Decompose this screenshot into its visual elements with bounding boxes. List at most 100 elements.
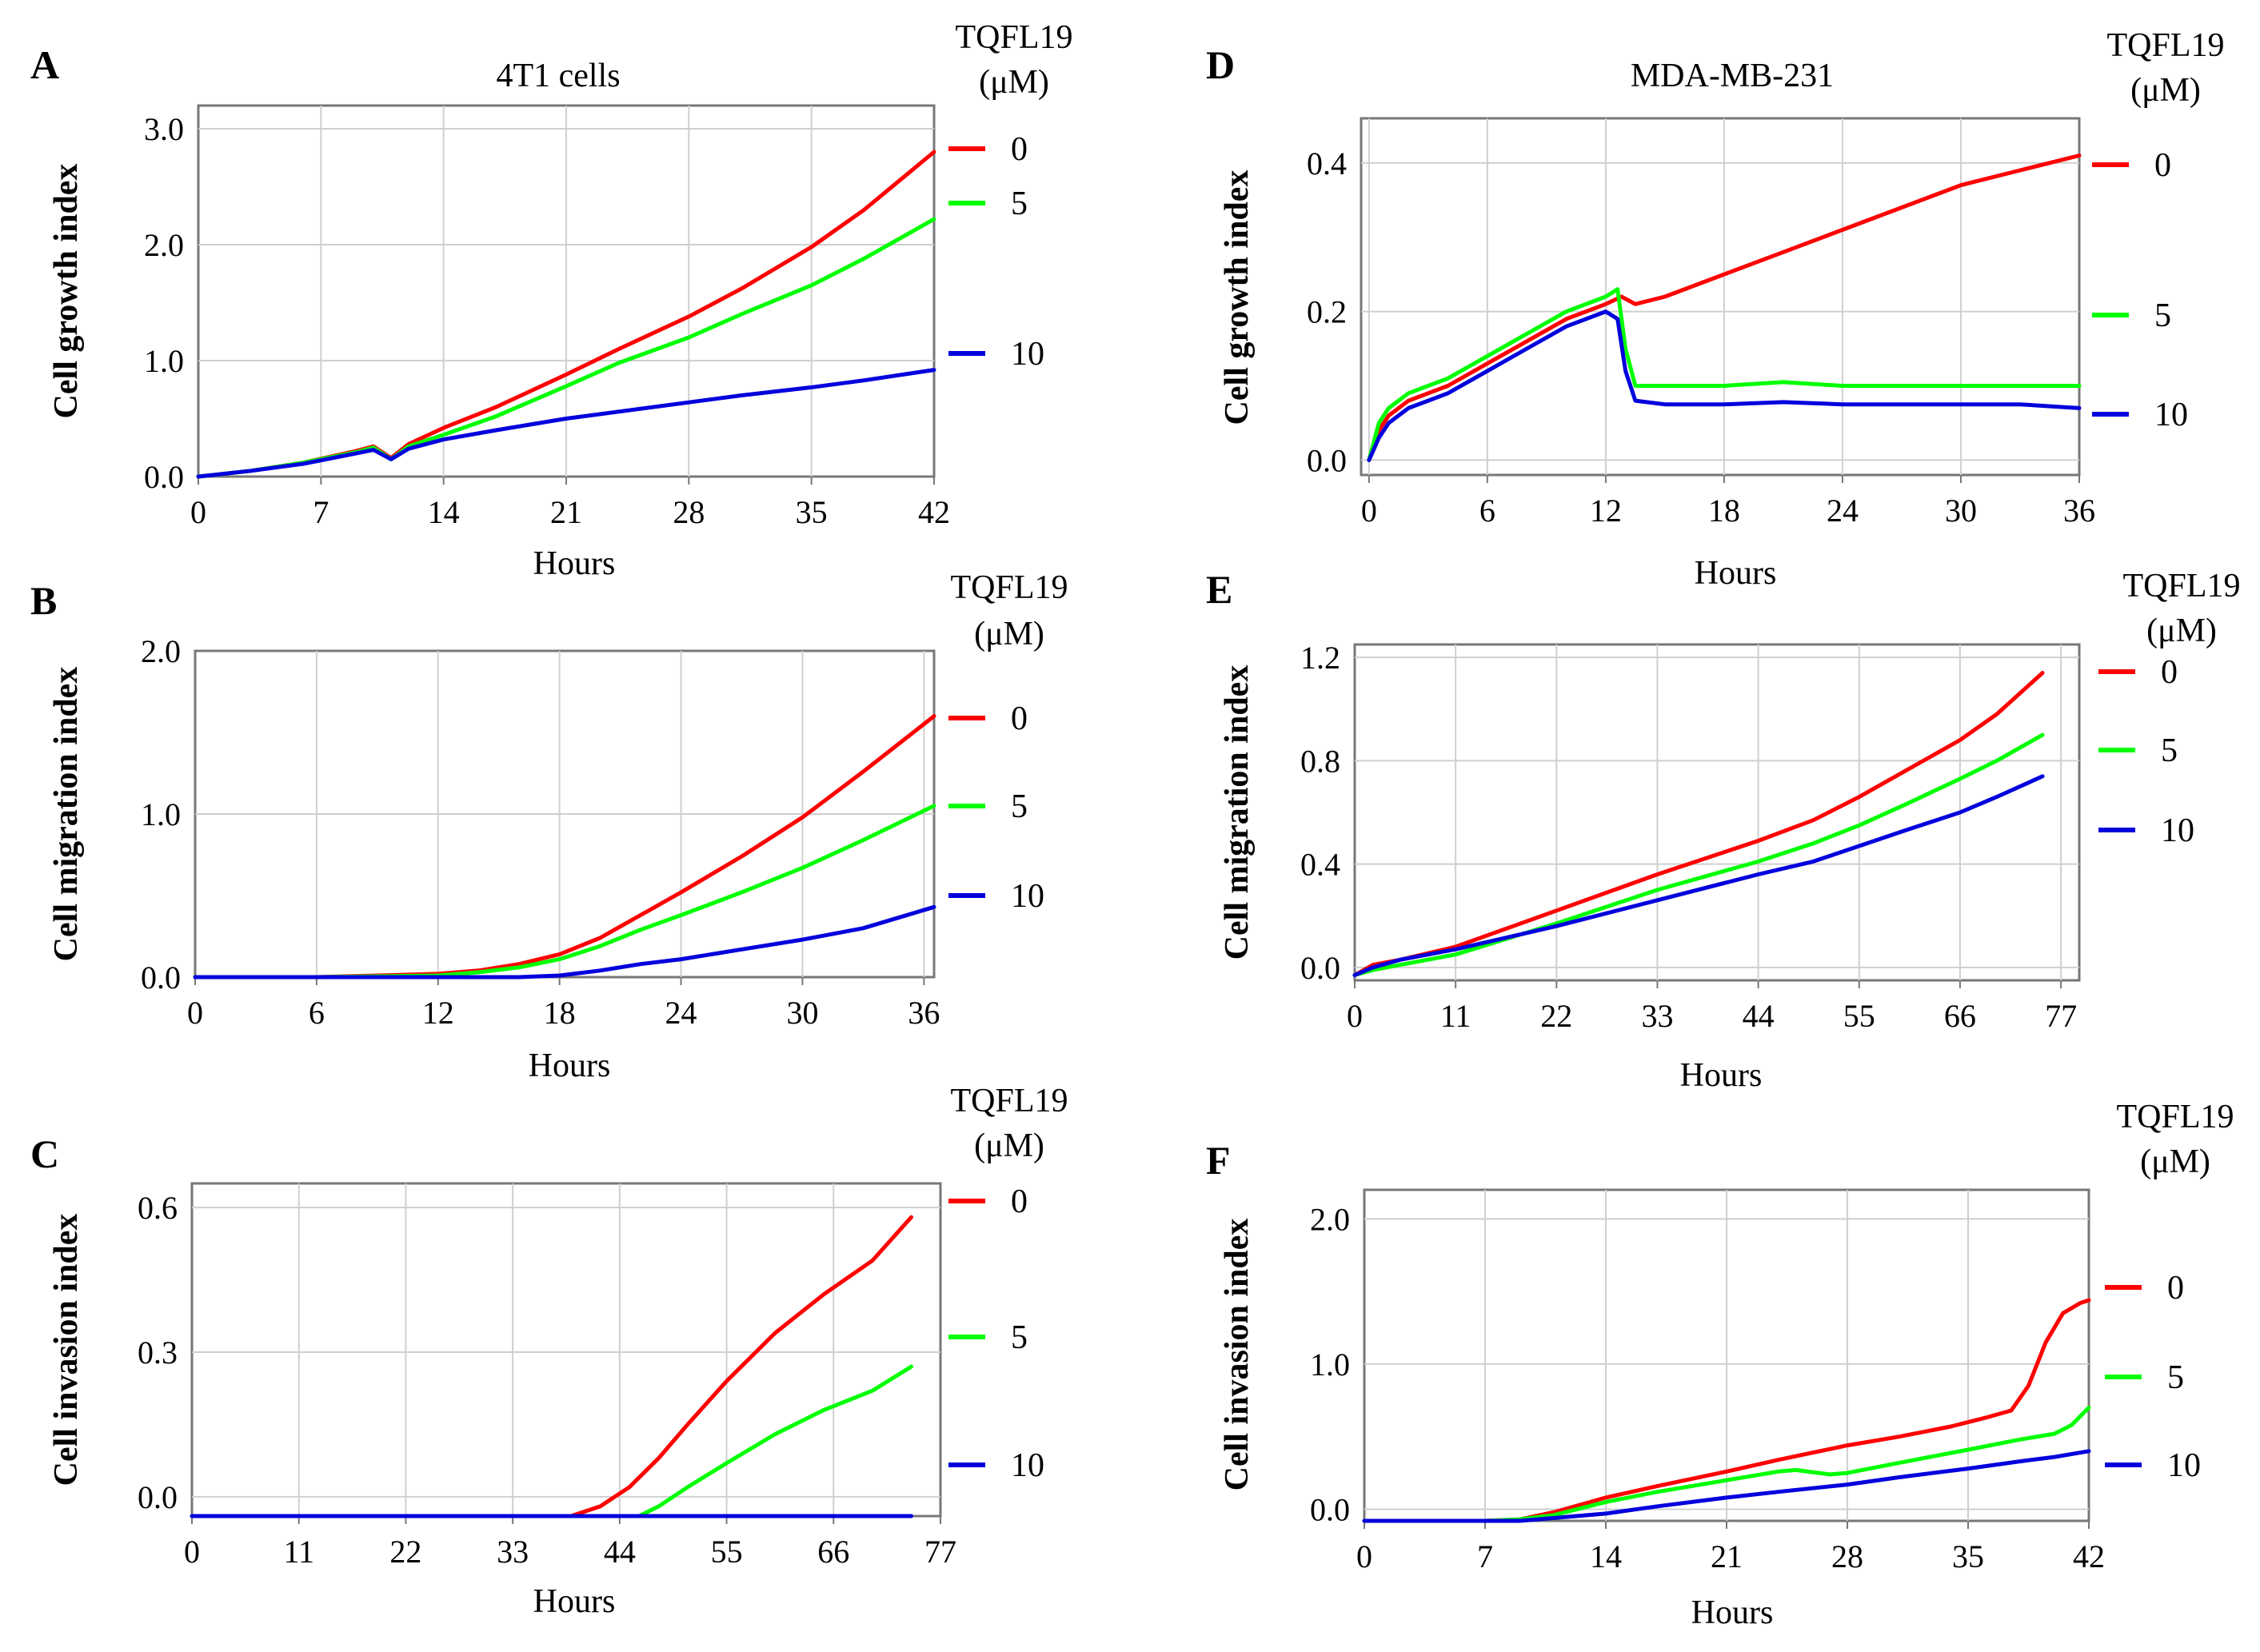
x-tick-label: 0 xyxy=(184,1534,200,1570)
x-tick-label: 28 xyxy=(1831,1538,1863,1574)
x-tick-label: 42 xyxy=(918,494,950,530)
x-tick-label: 77 xyxy=(2045,998,2077,1034)
legend-title: TQFL19 xyxy=(956,19,1073,56)
legend-label-5: 5 xyxy=(2154,297,2171,334)
x-tick-label: 21 xyxy=(1711,1538,1743,1574)
x-tick-label: 12 xyxy=(1590,493,1622,529)
x-tick-label: 33 xyxy=(497,1534,529,1570)
y-tick-label: 0.8 xyxy=(1300,743,1340,779)
legend-label-10: 10 xyxy=(2154,397,2188,433)
panel-a: 0 7 14 21 28 35 42 0.0 1.0 2.0 3.0 A 4T1 cells Cell g… xyxy=(30,19,1073,582)
x-tick-label: 0 xyxy=(1361,493,1377,529)
legend-label-5: 5 xyxy=(1011,788,1028,825)
y-tick-label: 2.0 xyxy=(144,227,184,263)
x-tick-label: 22 xyxy=(1540,998,1572,1034)
x-tick-label: 14 xyxy=(1590,1538,1622,1574)
x-tick-label: 44 xyxy=(604,1534,636,1570)
x-tick-label: 21 xyxy=(550,494,582,530)
x-tick-label: 55 xyxy=(711,1534,743,1570)
x-tick-label: 18 xyxy=(544,995,576,1031)
x-tick-label: 36 xyxy=(2063,493,2095,529)
legend-label-0: 0 xyxy=(1011,1183,1028,1220)
legend-label-10: 10 xyxy=(1011,1447,1044,1484)
y-tick-label: 0.6 xyxy=(138,1190,178,1226)
x-tick-label: 30 xyxy=(786,995,818,1031)
panel-b: 0 6 12 18 24 30 36 0.0 1.0 2.0 B Cell migration ind… xyxy=(30,569,1068,1084)
panel-f: 0 7 14 21 28 35 42 0.0 1.0 2.0 F Cell invasion inde… xyxy=(1206,1099,2234,1631)
y-tick-label: 2.0 xyxy=(1310,1201,1350,1237)
y-tick-label: 0.4 xyxy=(1307,146,1347,182)
y-tick-label: 1.0 xyxy=(141,796,181,832)
series-line-a-10um xyxy=(196,368,936,479)
plot-area-c xyxy=(190,1182,942,1518)
x-tick-label: 6 xyxy=(309,995,325,1031)
y-axis-label: Cell migration index xyxy=(1219,665,1256,960)
x-tick-label: 12 xyxy=(422,995,454,1031)
x-tick-label: 0 xyxy=(1356,1538,1372,1574)
x-tick-label: 24 xyxy=(1827,493,1859,529)
panel-letter: C xyxy=(30,1131,59,1176)
y-tick-label: 0.0 xyxy=(141,960,181,996)
y-tick-label: 0.0 xyxy=(144,459,184,495)
legend-label-5: 5 xyxy=(2161,732,2178,769)
legend-title: TQFL19 xyxy=(951,569,1068,606)
x-tick-label: 7 xyxy=(313,494,329,530)
legend-label-0: 0 xyxy=(2161,654,2178,691)
chart-title: 4T1 cells xyxy=(496,58,620,94)
panel-letter: B xyxy=(30,578,57,623)
x-tick-label: 0 xyxy=(1347,998,1363,1034)
panel-letter: E xyxy=(1206,567,1232,612)
x-tick-label: 11 xyxy=(1440,998,1471,1034)
legend-unit: (μM) xyxy=(2146,613,2217,649)
y-tick-label: 0.0 xyxy=(1300,950,1340,986)
legend-unit: (μM) xyxy=(979,64,1049,101)
plot-area-e xyxy=(1353,643,2081,982)
y-axis-label: Cell growth index xyxy=(48,164,85,419)
y-axis-label: Cell growth index xyxy=(1219,170,1256,425)
chart-title: MDA-MB-231 xyxy=(1631,58,1834,94)
x-tick-label: 0 xyxy=(187,995,203,1031)
legend-unit: (μM) xyxy=(2140,1143,2210,1180)
panel-letter: A xyxy=(30,42,59,87)
legend-label-5: 5 xyxy=(1011,186,1028,222)
y-tick-label: 1.0 xyxy=(144,343,184,379)
y-tick-label: 0.0 xyxy=(138,1479,178,1515)
x-tick-label: 55 xyxy=(1843,998,1875,1034)
legend-unit: (μM) xyxy=(974,1127,1044,1164)
y-tick-label: 1.2 xyxy=(1300,640,1340,676)
legend-label-5: 5 xyxy=(2167,1359,2184,1396)
panel-letter: D xyxy=(1206,42,1235,87)
panel-d: 0 6 12 18 24 30 36 0.0 0.2 0.4 D MDA-MB-231 Cell gro… xyxy=(1206,27,2225,592)
y-tick-label: 2.0 xyxy=(141,633,181,669)
x-tick-label: 14 xyxy=(428,494,460,530)
legend-label-10: 10 xyxy=(1011,336,1044,373)
plot-area-d xyxy=(1360,117,2081,477)
series-line-d-0um xyxy=(1367,154,2082,462)
x-tick-label: 24 xyxy=(665,995,697,1031)
x-axis-label: Hours xyxy=(1695,555,1777,592)
x-axis-label: Hours xyxy=(529,1047,611,1084)
y-tick-label: 1.0 xyxy=(1310,1347,1350,1383)
panel-c: 0 11 22 33 44 55 66 77 0.0 0.3 0.6 C Cell invasion i… xyxy=(30,1083,1068,1620)
x-tick-label: 7 xyxy=(1477,1538,1493,1574)
x-tick-label: 18 xyxy=(1708,493,1740,529)
series-line-e-5um xyxy=(1352,732,2045,977)
legend-label-5: 5 xyxy=(1011,1319,1028,1356)
legend-title: TQFL19 xyxy=(951,1083,1068,1119)
panel-letter: F xyxy=(1206,1138,1231,1183)
x-tick-label: 22 xyxy=(389,1534,421,1570)
legend-title: TQFL19 xyxy=(2117,1099,2234,1135)
y-tick-label: 3.0 xyxy=(144,111,184,147)
x-axis-label: Hours xyxy=(1691,1594,1774,1631)
x-tick-label: 77 xyxy=(924,1534,956,1570)
x-axis-label: Hours xyxy=(1680,1057,1763,1094)
panel-e: 0 11 22 33 44 55 66 77 0.0 0.4 0.8 1.2 E Cell migrati… xyxy=(1206,567,2241,1094)
legend-label-10: 10 xyxy=(1011,878,1044,915)
x-tick-label: 11 xyxy=(283,1534,314,1570)
x-tick-label: 28 xyxy=(673,494,705,530)
legend-label-0: 0 xyxy=(1011,131,1028,168)
legend-label-0: 0 xyxy=(1011,700,1028,737)
legend-title: TQFL19 xyxy=(2123,568,2241,605)
x-tick-label: 44 xyxy=(1743,998,1775,1034)
series-line-f-5um xyxy=(1362,1405,2091,1523)
